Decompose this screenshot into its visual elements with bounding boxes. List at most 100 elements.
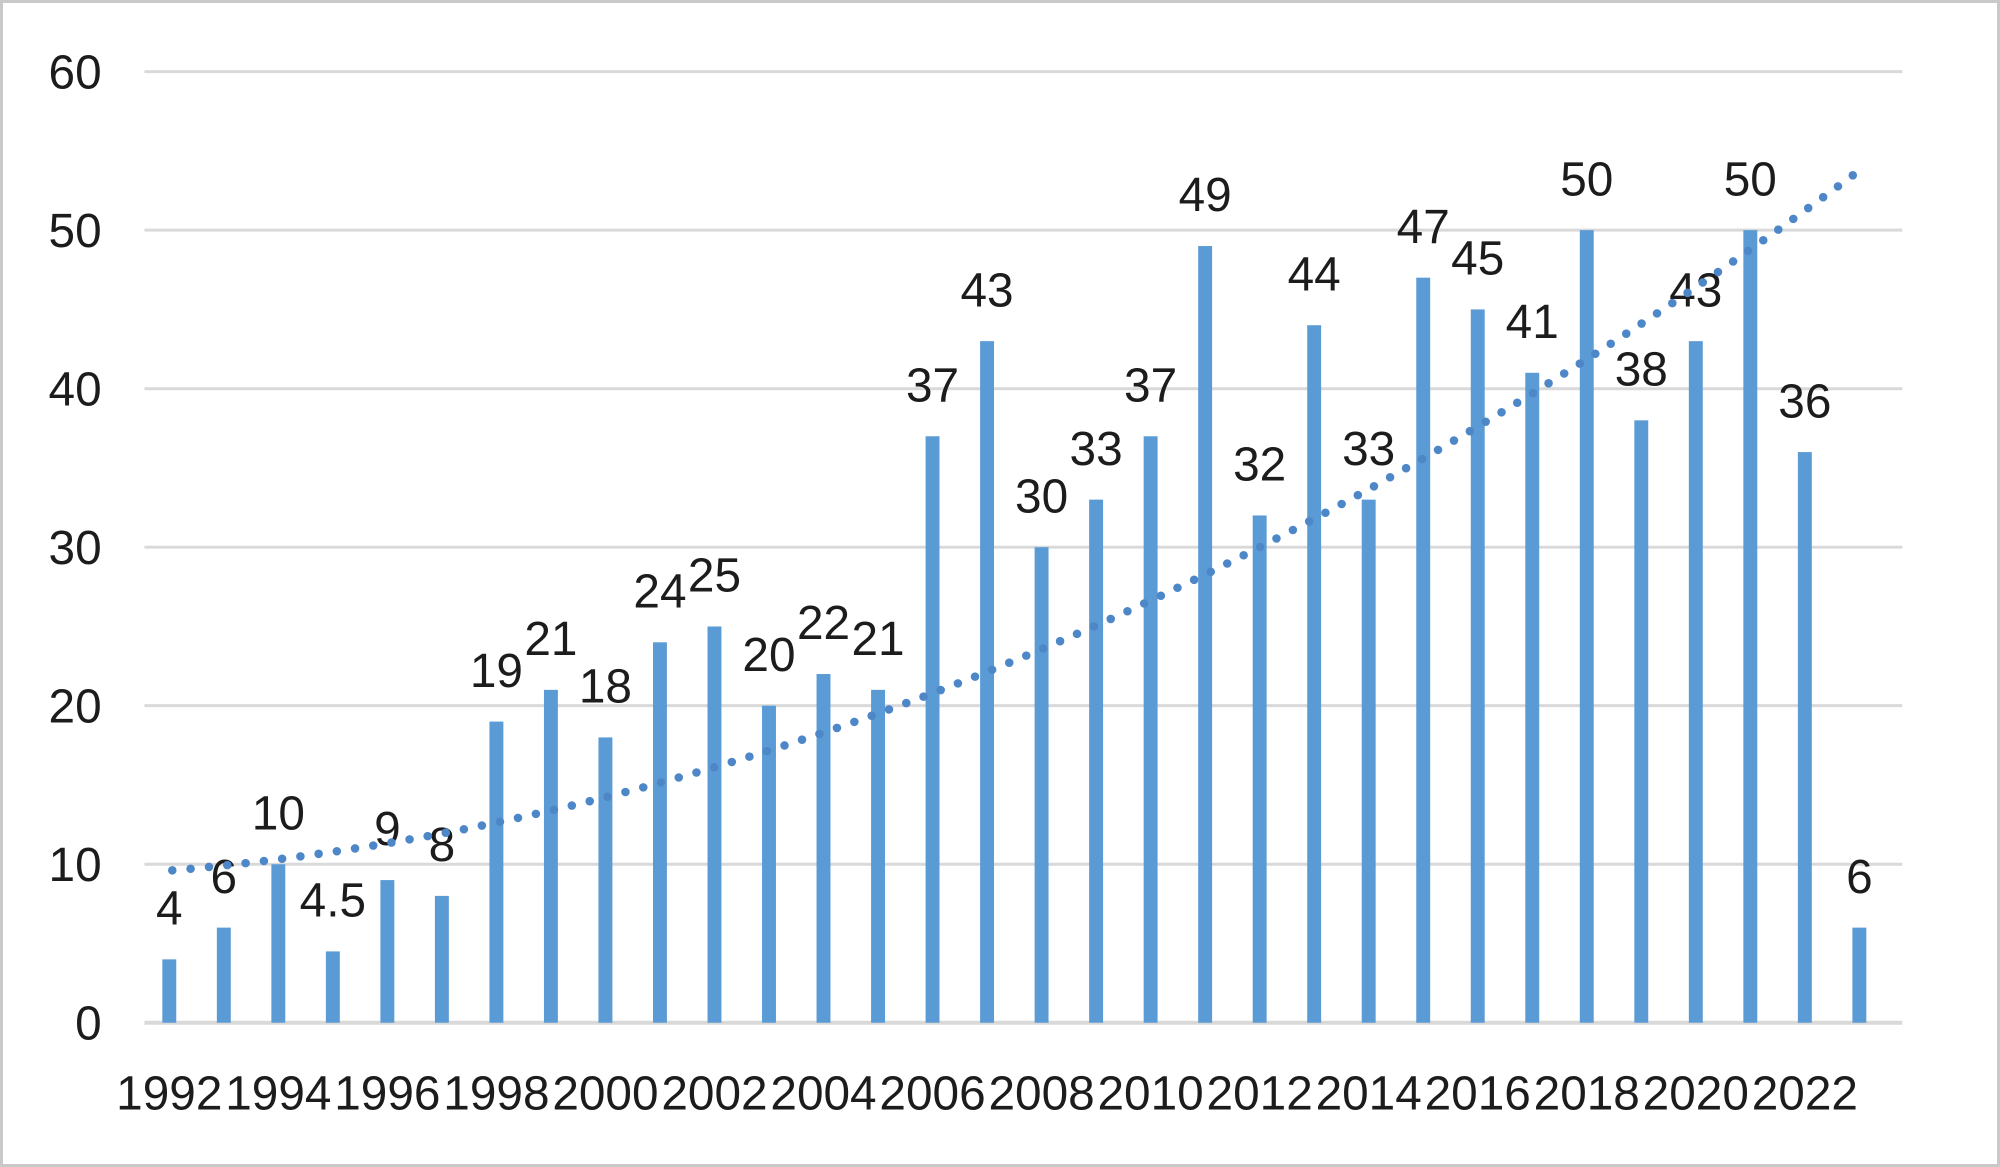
bar-1999 bbox=[543, 689, 558, 1023]
trendline-dot bbox=[1559, 369, 1569, 378]
trendline-dot bbox=[1369, 482, 1379, 491]
bar-2015 bbox=[1416, 277, 1431, 1023]
bar-label-2006: 37 bbox=[906, 359, 959, 412]
trendline-dot bbox=[1401, 463, 1411, 473]
bar-2008 bbox=[1034, 547, 1049, 1023]
bar-label-2001: 24 bbox=[633, 565, 686, 618]
trendline-dot bbox=[1072, 629, 1082, 639]
x-tick-label-2020: 2020 bbox=[1643, 1067, 1749, 1120]
trendline-dot bbox=[1528, 388, 1538, 398]
bar-label-2023: 6 bbox=[1846, 851, 1873, 904]
bar-label-2015: 47 bbox=[1397, 201, 1450, 254]
trendline-dot bbox=[1337, 499, 1346, 509]
trendline-dot bbox=[1606, 339, 1616, 349]
trendline-dot bbox=[314, 849, 323, 859]
trendline-dot bbox=[1433, 445, 1443, 455]
trendline-dot bbox=[513, 813, 523, 823]
trendline-dot bbox=[692, 768, 701, 777]
bar-label-2002: 25 bbox=[688, 550, 741, 603]
trendline-dot bbox=[567, 801, 577, 810]
x-tick-label-2006: 2006 bbox=[879, 1067, 985, 1120]
trendline-dot bbox=[1222, 559, 1232, 568]
bar-1997 bbox=[434, 895, 449, 1023]
trendline-dot bbox=[332, 846, 342, 856]
trendline-dot bbox=[867, 711, 876, 720]
y-tick-label-40: 40 bbox=[49, 364, 102, 417]
trendline-dot bbox=[603, 792, 612, 801]
x-tick-label-1994: 1994 bbox=[225, 1067, 331, 1120]
y-tick-label-60: 60 bbox=[49, 47, 102, 100]
bar-1995 bbox=[325, 951, 340, 1023]
trendline-dot bbox=[1743, 246, 1753, 256]
trendline-dot bbox=[727, 757, 737, 767]
trendline-dot bbox=[1668, 298, 1677, 308]
trendline-dot bbox=[762, 746, 772, 756]
bar-label-2009: 33 bbox=[1070, 423, 1123, 476]
trendline-dot bbox=[674, 773, 684, 782]
trendline-dot bbox=[1206, 567, 1215, 577]
trendline-dot bbox=[1803, 203, 1813, 213]
trendline-dot bbox=[1004, 658, 1014, 667]
bar-1994 bbox=[271, 864, 286, 1023]
bar-label-1993: 6 bbox=[211, 851, 238, 904]
y-tick-label-30: 30 bbox=[49, 522, 102, 575]
trendline-dot bbox=[621, 787, 630, 797]
trendline-dot bbox=[1758, 235, 1768, 245]
trendline-dot bbox=[1698, 278, 1708, 287]
bar-2000 bbox=[598, 737, 613, 1023]
trendline-dot bbox=[1683, 288, 1692, 298]
trendline-dot bbox=[1106, 614, 1116, 624]
trendline-dot bbox=[1637, 319, 1646, 328]
bar-2022 bbox=[1797, 452, 1812, 1023]
x-tick-label-2014: 2014 bbox=[1316, 1067, 1422, 1120]
trendline-dot bbox=[936, 685, 945, 695]
bar-label-2011: 49 bbox=[1179, 169, 1232, 222]
trendline-dot bbox=[204, 862, 214, 872]
trendline-dot bbox=[223, 860, 232, 870]
bar-1993 bbox=[216, 927, 231, 1023]
trendline-dot bbox=[1774, 225, 1783, 234]
trendline-dot bbox=[459, 824, 469, 834]
trendline-dot bbox=[1833, 182, 1843, 191]
bar-label-2018: 50 bbox=[1560, 153, 1613, 206]
trendline-dot bbox=[1848, 171, 1858, 180]
bar-label-1996: 9 bbox=[374, 803, 401, 856]
trendline-dot bbox=[1353, 490, 1363, 500]
bar-2019 bbox=[1634, 420, 1649, 1023]
bar-2016 bbox=[1470, 309, 1485, 1023]
bar-2013 bbox=[1307, 325, 1322, 1023]
bar-2014 bbox=[1361, 499, 1376, 1023]
trendline-dot bbox=[1304, 517, 1314, 526]
bar-label-2007: 43 bbox=[961, 264, 1014, 317]
trendline-dot bbox=[1465, 426, 1475, 436]
trendline-dot bbox=[1591, 349, 1600, 359]
y-tick-label-20: 20 bbox=[49, 681, 102, 734]
bar-label-2004: 22 bbox=[797, 597, 850, 650]
trendline-dot bbox=[953, 679, 963, 688]
bar-2010 bbox=[1143, 436, 1158, 1023]
x-tick-label-2022: 2022 bbox=[1752, 1067, 1858, 1120]
trendline-dot bbox=[1713, 267, 1723, 277]
trendline-dot bbox=[1123, 606, 1132, 616]
trendline-dot bbox=[1055, 636, 1065, 646]
trendline-dot bbox=[296, 852, 305, 861]
y-tick-label-50: 50 bbox=[49, 205, 102, 258]
trendline-dot bbox=[405, 835, 414, 844]
trendline-dot bbox=[1544, 379, 1553, 388]
bar-label-2014: 33 bbox=[1342, 423, 1395, 476]
bar-label-2019: 38 bbox=[1615, 344, 1668, 397]
bar-label-2016: 45 bbox=[1451, 233, 1504, 286]
trendline-dot bbox=[1481, 417, 1490, 427]
bar-2017 bbox=[1525, 372, 1540, 1023]
trendline-dot bbox=[1512, 398, 1522, 408]
trendline-dot bbox=[1652, 309, 1662, 318]
bar-2018 bbox=[1579, 230, 1594, 1023]
trendline-dot bbox=[1497, 408, 1506, 417]
bar-2006 bbox=[925, 436, 940, 1023]
trendline-dot bbox=[919, 692, 928, 701]
trendline-dot bbox=[495, 817, 505, 827]
trendline-dot bbox=[1272, 534, 1281, 543]
trendline-dot bbox=[1818, 192, 1828, 202]
trendline-dot bbox=[167, 866, 177, 875]
